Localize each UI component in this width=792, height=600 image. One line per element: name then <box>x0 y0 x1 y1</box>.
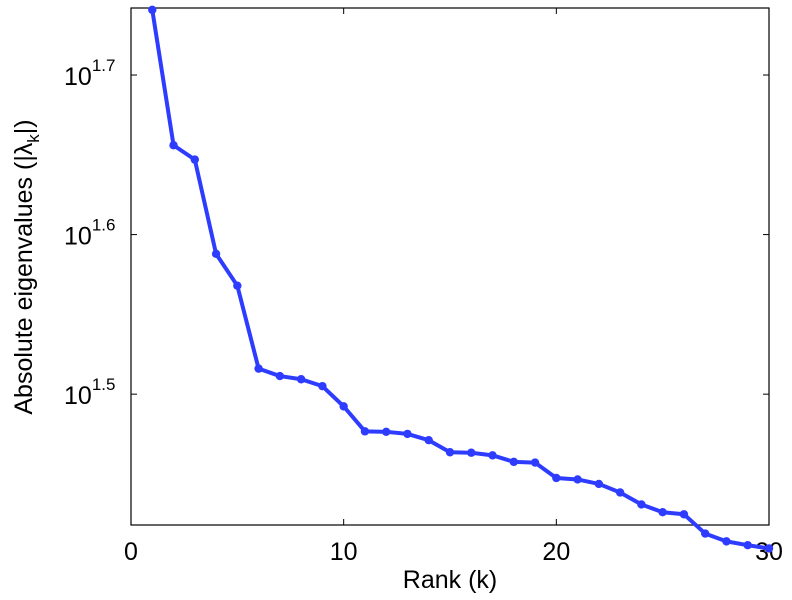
data-point <box>169 141 178 150</box>
y-tick-label: 101.7 <box>64 56 115 91</box>
x-tick-label: 20 <box>542 538 570 566</box>
y-tick-label: 101.6 <box>64 216 115 251</box>
data-point <box>679 510 689 519</box>
axis-ticks <box>130 8 770 525</box>
data-point <box>254 364 263 373</box>
x-axis-label: Rank (k) <box>403 566 497 594</box>
data-point <box>573 475 582 484</box>
data-point <box>275 371 285 381</box>
data-point <box>296 375 306 384</box>
data-point <box>190 155 199 164</box>
data-point <box>530 458 540 467</box>
data-point <box>701 529 710 538</box>
data-point <box>764 544 774 553</box>
data-point <box>403 429 412 439</box>
data-point <box>552 473 561 483</box>
data-point <box>382 427 391 437</box>
data-point <box>467 448 476 457</box>
data-point <box>148 5 157 15</box>
data-point <box>445 448 455 457</box>
data-point <box>658 507 667 517</box>
series-group <box>148 5 774 553</box>
data-point <box>360 427 370 436</box>
y-axis-label: Absolute eigenvalues (|λk|) <box>10 119 43 414</box>
x-tick-label: 0 <box>124 538 138 566</box>
x-tick-labels: 0102030 <box>124 538 783 566</box>
data-point <box>318 381 327 391</box>
data-point <box>339 402 348 411</box>
data-point <box>211 249 221 259</box>
data-point <box>637 500 646 509</box>
data-point <box>722 537 731 546</box>
data-point <box>615 488 625 497</box>
data-point <box>594 479 604 489</box>
y-tick-label: 101.5 <box>64 375 115 410</box>
data-point <box>233 281 242 290</box>
plot-frame <box>130 7 770 526</box>
x-tick-label: 10 <box>330 538 358 566</box>
y-tick-labels: 101.5 101.6 101.7 <box>64 56 115 410</box>
series-line <box>150 7 771 551</box>
data-point <box>424 435 433 445</box>
data-point <box>509 457 518 467</box>
data-point <box>488 451 497 460</box>
data-point <box>743 540 752 550</box>
